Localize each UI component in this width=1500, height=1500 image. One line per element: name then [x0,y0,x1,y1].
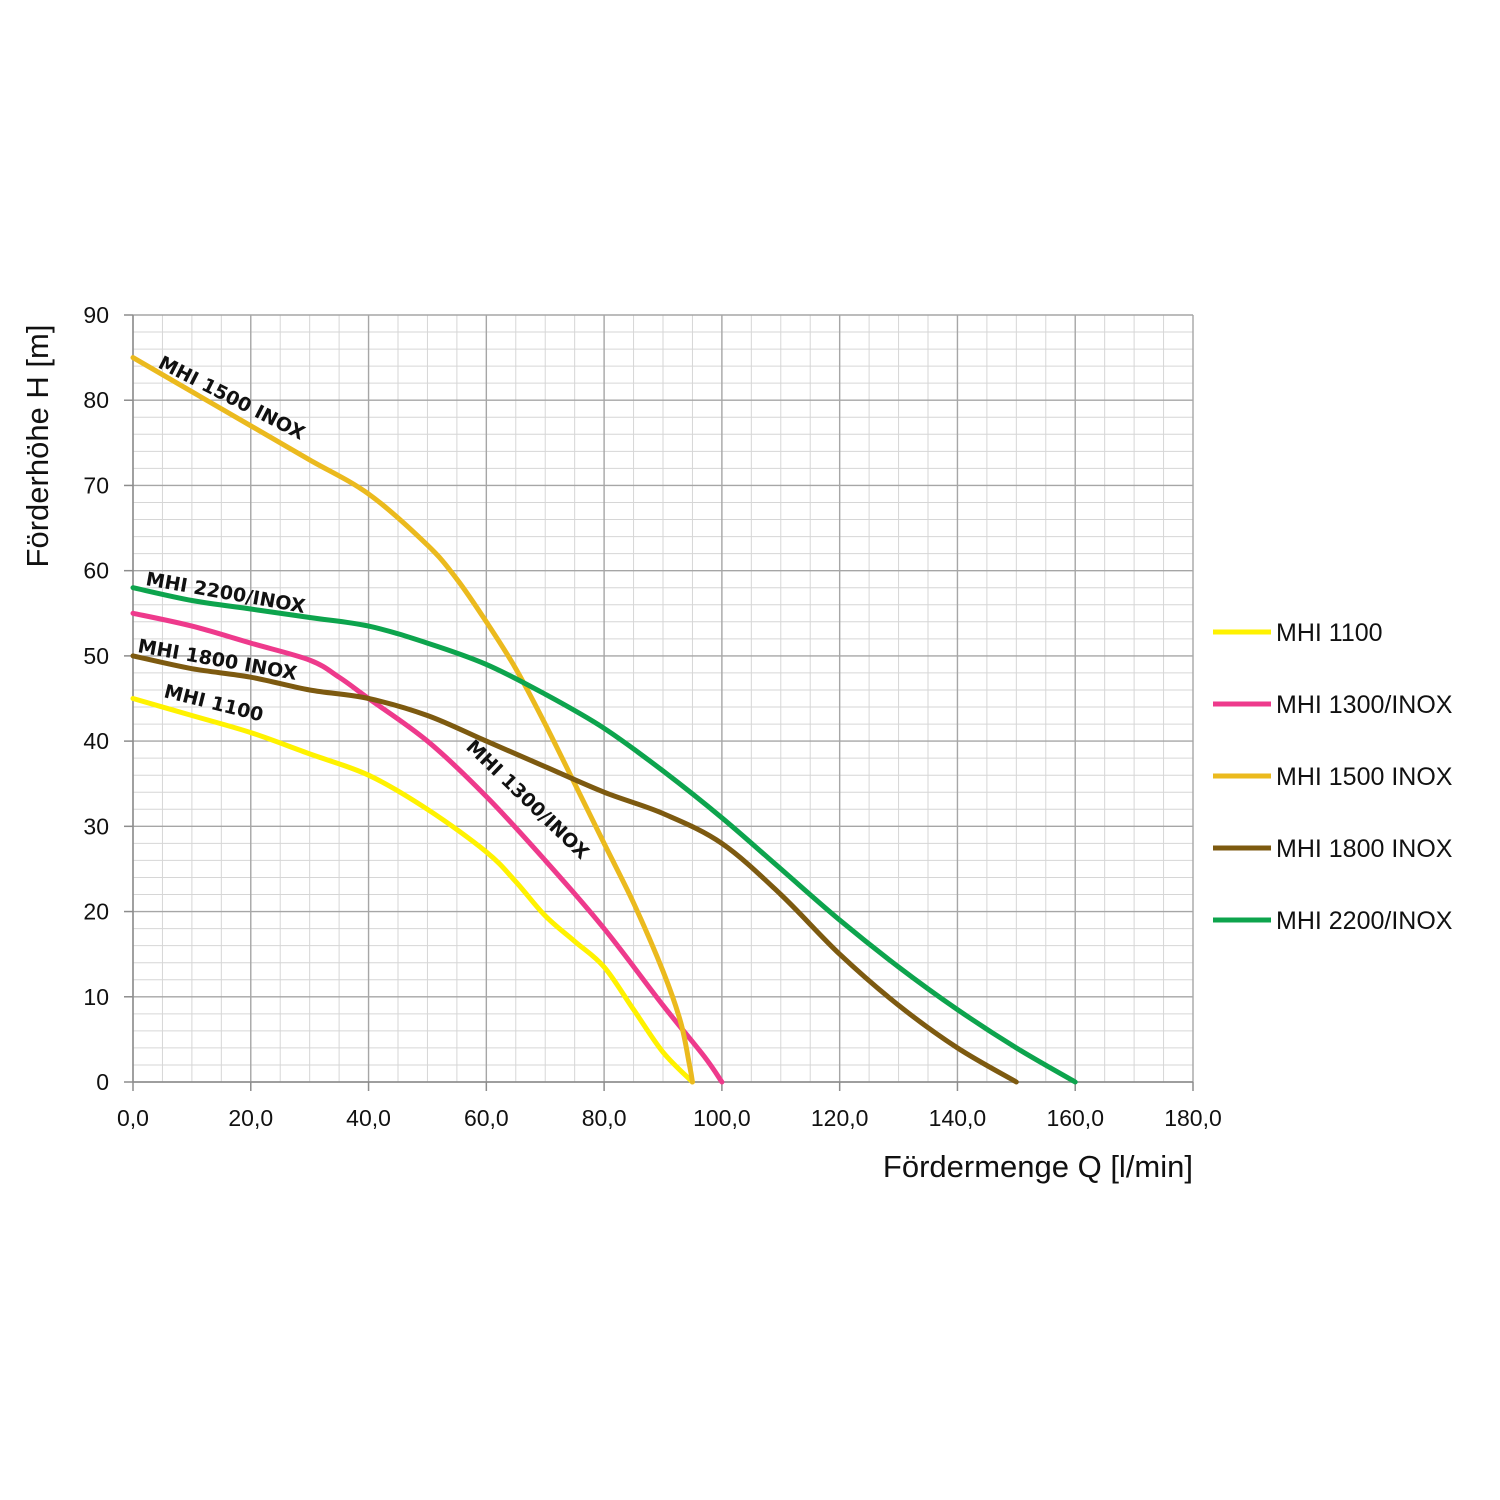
x-tick-label: 160,0 [1046,1105,1104,1131]
x-tick-label: 60,0 [464,1105,509,1131]
y-tick-label: 60 [83,558,109,584]
y-axis-title: Förderhöhe H [m] [20,325,55,568]
series-line-mhi-1100 [130,696,695,1085]
legend-label-mhi-2200-inox: MHI 2200/INOX [1276,907,1453,935]
x-tick-label: 80,0 [582,1105,627,1131]
series-line-mhi-1500-inox [130,355,695,1085]
tick-labels: 0 10 20 30 40 50 60 70 80 90 0,0 20,0 40,0 60,0 80,0 10… [83,302,1221,1131]
y-tick-label: 70 [83,472,109,498]
minor-grid [133,315,1193,1082]
x-tick-label: 0,0 [117,1105,149,1131]
y-tick-label: 90 [83,302,109,328]
series-lines [130,355,1078,1085]
series-line-mhi-1800-inox [130,653,1019,1085]
y-tick-label: 50 [83,643,109,669]
legend-label-mhi-1300-inox: MHI 1300/INOX [1276,691,1453,719]
x-tick-label: 140,0 [929,1105,987,1131]
x-tick-label: 100,0 [693,1105,751,1131]
y-tick-label: 80 [83,387,109,413]
x-tick-label: 20,0 [228,1105,273,1131]
legend: MHI 1100 MHI 1300/INOX MHI 1500 INOX MHI 18… [1213,619,1453,935]
y-tick-label: 30 [83,813,109,839]
legend-label-mhi-1800-inox: MHI 1800 INOX [1276,835,1453,863]
x-tick-label: 120,0 [811,1105,869,1131]
series-line-mhi-1300-inox [130,610,725,1085]
legend-label-mhi-1500-inox: MHI 1500 INOX [1276,763,1453,791]
major-grid [132,314,1194,1083]
y-tick-label: 20 [83,899,109,925]
legend-label-mhi-1100: MHI 1100 [1276,619,1383,647]
y-tick-label: 10 [83,984,109,1010]
x-tick-label: 40,0 [346,1105,391,1131]
x-axis-title: Fördermenge Q [l/min] [883,1149,1193,1184]
y-tick-label: 0 [96,1069,109,1095]
y-tick-label: 40 [83,728,109,754]
series-line-mhi-2200-inox [130,585,1078,1085]
x-tick-label: 180,0 [1164,1105,1222,1131]
